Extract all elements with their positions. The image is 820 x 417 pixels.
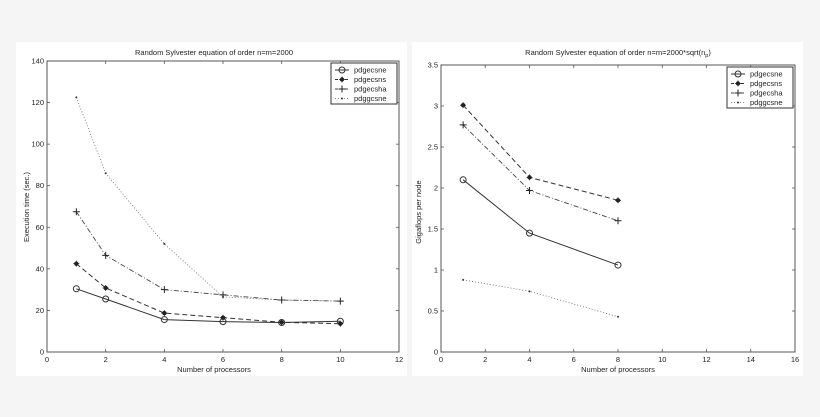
svg-text:120: 120 [31, 98, 44, 107]
svg-text:0: 0 [45, 355, 49, 364]
chart-title: Random Sylvester equation of order n=m=2… [525, 48, 711, 59]
svg-text:8: 8 [280, 355, 284, 364]
svg-text:3.5: 3.5 [428, 61, 438, 70]
svg-text:2: 2 [483, 355, 487, 364]
plot-area: 0 2 4 6 8 10 12 14 16 0 0.5 1 1.5 2 2.5 3 3.5 [428, 61, 800, 365]
svg-text:pdgecsne: pdgecsne [750, 70, 783, 79]
svg-text:10: 10 [658, 355, 666, 364]
chart-panel-gigaflops: Random Sylvester equation of order n=m=2… [412, 42, 803, 376]
svg-text:60: 60 [36, 223, 44, 232]
svg-text:0: 0 [434, 348, 438, 357]
svg-text:6: 6 [221, 355, 225, 364]
y-axis-label: Execution time (sec.) [22, 171, 31, 242]
svg-text:10: 10 [336, 355, 344, 364]
svg-text:12: 12 [702, 355, 710, 364]
execution-time-chart: Random Sylvester equation of order n=m=2… [22, 48, 403, 374]
gigaflops-chart: Random Sylvester equation of order n=m=2… [414, 48, 800, 374]
svg-text:100: 100 [31, 140, 44, 149]
svg-text:8: 8 [616, 355, 620, 364]
svg-text:pdgecsns: pdgecsns [750, 79, 782, 88]
svg-text:140: 140 [31, 57, 44, 66]
svg-text:pdgecsns: pdgecsns [354, 75, 386, 84]
svg-text:4: 4 [162, 355, 166, 364]
x-axis-label: Number of processors [581, 365, 655, 374]
y-axis-label: Gigaflops per node [414, 180, 423, 243]
svg-text:pdggcsne: pdggcsne [354, 94, 387, 103]
svg-text:2: 2 [104, 355, 108, 364]
chart-panel-execution-time: Random Sylvester equation of order n=m=2… [16, 42, 407, 376]
svg-text:0: 0 [40, 348, 44, 357]
svg-text:1: 1 [434, 266, 438, 275]
svg-text:20: 20 [36, 306, 44, 315]
svg-text:pdggcsne: pdggcsne [750, 98, 783, 107]
svg-text:1.5: 1.5 [428, 225, 438, 234]
svg-text:0.5: 0.5 [428, 307, 438, 316]
svg-text:pdgecsha: pdgecsha [750, 89, 783, 98]
svg-text:40: 40 [36, 264, 44, 273]
svg-text:16: 16 [791, 355, 799, 364]
svg-text:6: 6 [572, 355, 576, 364]
x-axis-label: Number of processors [177, 365, 251, 374]
svg-text:3: 3 [434, 102, 438, 111]
svg-text:2.5: 2.5 [428, 143, 438, 152]
svg-text:14: 14 [747, 355, 755, 364]
svg-text:4: 4 [527, 355, 531, 364]
svg-text:pdgecsha: pdgecsha [354, 85, 387, 94]
chart-title: Random Sylvester equation of order n=m=2… [135, 48, 293, 57]
svg-text:12: 12 [395, 355, 403, 364]
svg-text:80: 80 [36, 181, 44, 190]
svg-text:2: 2 [434, 184, 438, 193]
svg-text:pdgecsne: pdgecsne [354, 66, 387, 75]
svg-text:0: 0 [439, 355, 443, 364]
